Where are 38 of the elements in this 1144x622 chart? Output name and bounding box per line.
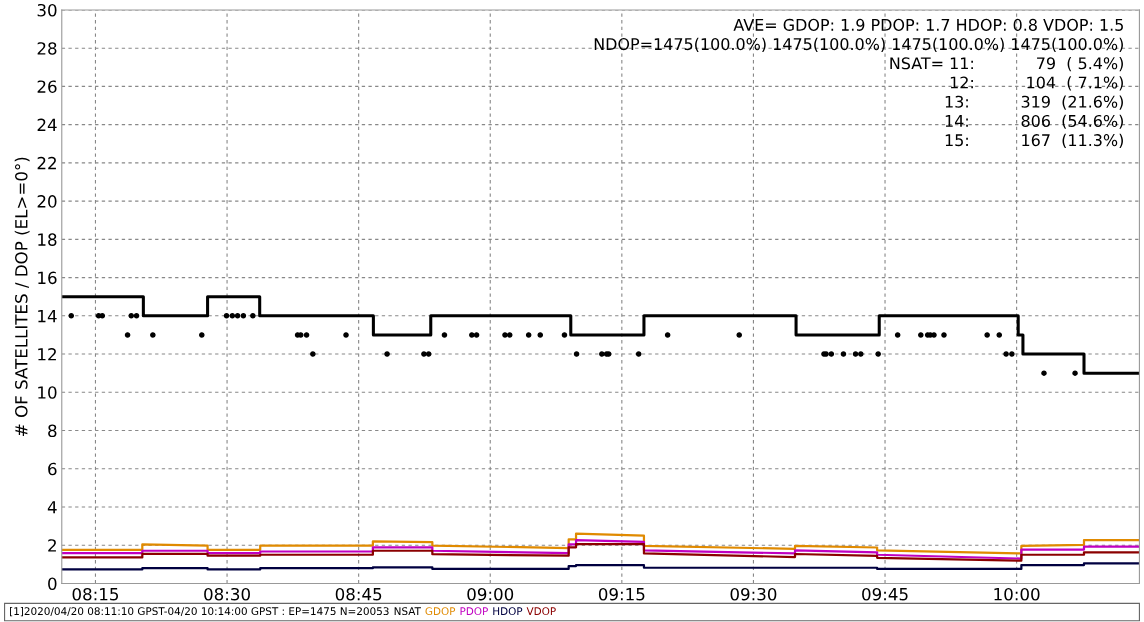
y-tick-label: 2 [48,539,56,552]
y-tick-label: 10 [38,386,57,399]
x-tick-label: 08:30 [204,587,250,601]
y-tick-label: 18 [38,233,57,246]
x-tick-label: 09:15 [598,587,645,601]
y-tick-label: 14 [38,309,57,323]
y-tick-label: 24 [37,118,57,131]
annotation: 13: 319 (21.6%) [945,95,1123,110]
annotation: 15: 167 (11.3%) [945,133,1123,149]
annotation: 12: 104 ( 7.1%) [950,76,1123,91]
annotation: 14: 806 (54.6%) [945,114,1123,129]
text: VDOP [526,607,556,616]
text: NSAT [394,607,421,616]
text: HDOP [493,607,523,616]
y-tick-label: 28 [37,42,57,55]
annotation: NDOP=1475(100.0%) 1475(100.0%) 1475(100.0%) 1475(100.0%) [594,37,1123,53]
x-tick-label: 09:45 [862,587,908,601]
x-tick-label: 08:15 [72,587,119,601]
y-tick-label: 26 [37,80,57,93]
y-tick-label: 22 [37,156,56,170]
y-axis-title: # OF SATELLITES / DOP (EL>=0°) [14,157,30,436]
x-tick-label: 09:00 [467,587,514,601]
x-tick-label: 10:00 [994,587,1040,601]
x-tick-label: 08:45 [335,587,382,601]
x-tick-label: 09:30 [730,587,777,601]
text: [1]2020/04/20 08:11:10 GPST-04/20 10:14:00 GPST : EP=1475 N=20053 [10,607,389,617]
y-tick-label: 0 [48,577,57,591]
annotation: AVE= GDOP: 1.9 PDOP: 1.7 HDOP: 0.8 VDOP: 1.5 [733,18,1123,31]
text: PDOP [460,607,488,616]
annotation: NSAT= 11: 79 ( 5.4%) [890,57,1123,72]
y-tick-label: 8 [48,424,57,438]
y-tick-label: 30 [37,3,57,17]
y-tick-label: 4 [47,501,57,514]
text: GDOP [425,607,456,616]
y-tick-label: 20 [37,195,57,208]
y-tick-label: 16 [38,271,57,285]
y-tick-label: 12 [38,348,56,361]
y-tick-label: 6 [48,462,57,476]
